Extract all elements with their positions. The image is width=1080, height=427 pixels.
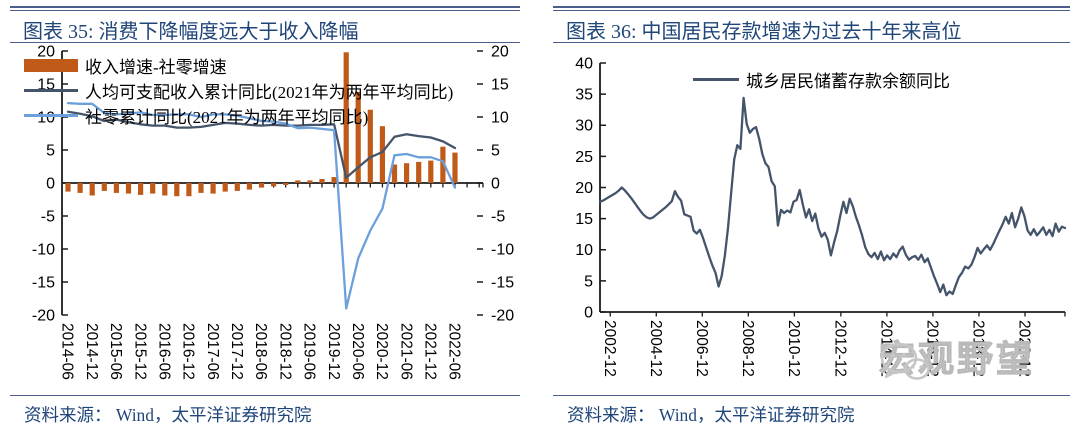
svg-text:2019-12: 2019-12 — [325, 323, 342, 380]
deposit-growth-chart: 0 5 10 15 20 25 30 35 40 2002-12 2004-12 2006-12 200… — [575, 55, 1067, 377]
svg-text:15: 15 — [491, 76, 509, 93]
svg-text:30: 30 — [575, 118, 593, 135]
legend-item-retail-line: 社零累计同比(2021年为两年平均同比) — [24, 103, 453, 128]
line-series-1 — [66, 101, 457, 310]
svg-text:2021-12: 2021-12 — [422, 323, 439, 380]
svg-text:2014-12: 2014-12 — [83, 323, 100, 380]
figure-36-legend: 城乡居民储蓄存款余额同比 — [693, 67, 950, 92]
svg-text:-15: -15 — [32, 274, 55, 291]
svg-text:2016-12: 2016-12 — [180, 323, 197, 380]
title-bottom-rule — [10, 42, 520, 43]
svg-text:0: 0 — [491, 175, 500, 192]
svg-text:2012-12: 2012-12 — [832, 320, 849, 377]
svg-text:0: 0 — [584, 304, 593, 321]
title-top-rule — [553, 6, 1070, 11]
figure-35-legend: 收入增速-社零增速 人均可支配收入累计同比(2021年为两年平均同比) 社零累计… — [24, 53, 453, 128]
figure-35-title: 图表 35: 消费下降幅度远大于收入降幅 — [23, 21, 359, 43]
legend-label: 城乡居民储蓄存款余额同比 — [746, 72, 950, 91]
figure-35-chart-area: -20 -20 -15 -15 -10 -10 -5 -5 0 0 5 5 10 10 15 15 20 20 20… — [10, 43, 520, 395]
svg-text:35: 35 — [575, 87, 593, 104]
svg-text:2015-12: 2015-12 — [131, 323, 148, 380]
axes: 0 5 10 15 20 25 30 35 40 2002-12 2004-12 2006-12 200… — [575, 55, 1066, 377]
svg-text:10: 10 — [575, 242, 593, 259]
line-series-0 — [598, 96, 1067, 297]
figure-36-title: 图表 36: 中国居民存款增速为过去十年来高位 — [566, 21, 962, 43]
figure-36-source: 资料来源： Wind，太平洋证券研究院 — [567, 405, 855, 425]
svg-text:-5: -5 — [491, 208, 505, 225]
legend-label: 社零累计同比(2021年为两年平均同比) — [85, 108, 369, 127]
svg-text:20: 20 — [37, 43, 55, 60]
deposit-line-swatch — [693, 78, 739, 81]
svg-text:25: 25 — [575, 149, 593, 166]
svg-text:2020-12: 2020-12 — [1016, 320, 1033, 377]
legend-label: 收入增速-社零增速 — [85, 58, 227, 77]
legend-label: 人均可支配收入累计同比(2021年为两年平均同比) — [85, 83, 454, 102]
svg-text:2018-12: 2018-12 — [276, 323, 293, 380]
svg-text:2019-06: 2019-06 — [301, 323, 318, 380]
svg-text:5: 5 — [491, 142, 500, 159]
svg-text:10: 10 — [37, 109, 55, 126]
legend-item-deposit-line: 城乡居民储蓄存款余额同比 — [693, 67, 950, 92]
svg-text:40: 40 — [575, 55, 593, 72]
svg-text:15: 15 — [37, 76, 55, 93]
retail-line-swatch — [24, 114, 78, 117]
svg-text:2018-12: 2018-12 — [970, 320, 987, 377]
svg-text:2004-12: 2004-12 — [647, 320, 664, 377]
svg-text:20: 20 — [491, 43, 509, 60]
svg-text:2014-12: 2014-12 — [878, 320, 895, 377]
svg-text:-15: -15 — [491, 274, 514, 291]
svg-text:2015-06: 2015-06 — [107, 323, 124, 380]
svg-text:-10: -10 — [32, 241, 55, 258]
svg-text:2010-12: 2010-12 — [785, 320, 802, 377]
svg-text:2021-06: 2021-06 — [397, 323, 414, 380]
title-top-rule — [10, 6, 520, 11]
svg-text:2006-12: 2006-12 — [693, 320, 710, 377]
figure-36-chart-area: 0 5 10 15 20 25 30 35 40 2002-12 2004-12 2006-12 200… — [553, 43, 1070, 395]
figure-35-panel: 图表 35: 消费下降幅度远大于收入降幅 -20 -20 -15 -15 -10 -10 -… — [10, 6, 520, 427]
svg-text:2016-12: 2016-12 — [924, 320, 941, 377]
svg-text:2020-06: 2020-06 — [349, 323, 366, 380]
legend-item-bar: 收入增速-社零增速 — [24, 53, 453, 78]
svg-text:2008-12: 2008-12 — [739, 320, 756, 377]
svg-text:10: 10 — [491, 109, 509, 126]
svg-text:2020-12: 2020-12 — [373, 323, 390, 380]
svg-text:2014-06: 2014-06 — [59, 323, 76, 380]
svg-text:5: 5 — [584, 273, 593, 290]
figure-35-source: 资料来源： Wind，太平洋证券研究院 — [24, 405, 312, 425]
footer-rule — [10, 395, 520, 396]
svg-text:2022-06: 2022-06 — [446, 323, 463, 380]
bar-series — [65, 52, 458, 197]
svg-text:-20: -20 — [491, 307, 514, 324]
title-bottom-rule — [553, 42, 1070, 43]
svg-text:2017-06: 2017-06 — [204, 323, 221, 380]
svg-text:2016-06: 2016-06 — [155, 323, 172, 380]
svg-text:20: 20 — [575, 180, 593, 197]
svg-text:2018-06: 2018-06 — [252, 323, 269, 380]
svg-text:15: 15 — [575, 211, 593, 228]
footer-rule — [553, 395, 1070, 396]
svg-text:2017-12: 2017-12 — [228, 323, 245, 380]
legend-item-income-line: 人均可支配收入累计同比(2021年为两年平均同比) — [24, 78, 453, 103]
line-series-0 — [66, 110, 457, 179]
bar-series-swatch — [24, 59, 78, 72]
svg-text:5: 5 — [46, 142, 55, 159]
svg-text:2002-12: 2002-12 — [601, 320, 618, 377]
svg-text:-10: -10 — [491, 241, 514, 258]
svg-text:-5: -5 — [41, 208, 55, 225]
income-line-swatch — [24, 89, 78, 92]
svg-text:0: 0 — [46, 175, 55, 192]
figure-36-panel: 图表 36: 中国居民存款增速为过去十年来高位 0 5 10 15 20 25 30 35 40… — [553, 6, 1070, 427]
svg-text:-20: -20 — [32, 307, 55, 324]
